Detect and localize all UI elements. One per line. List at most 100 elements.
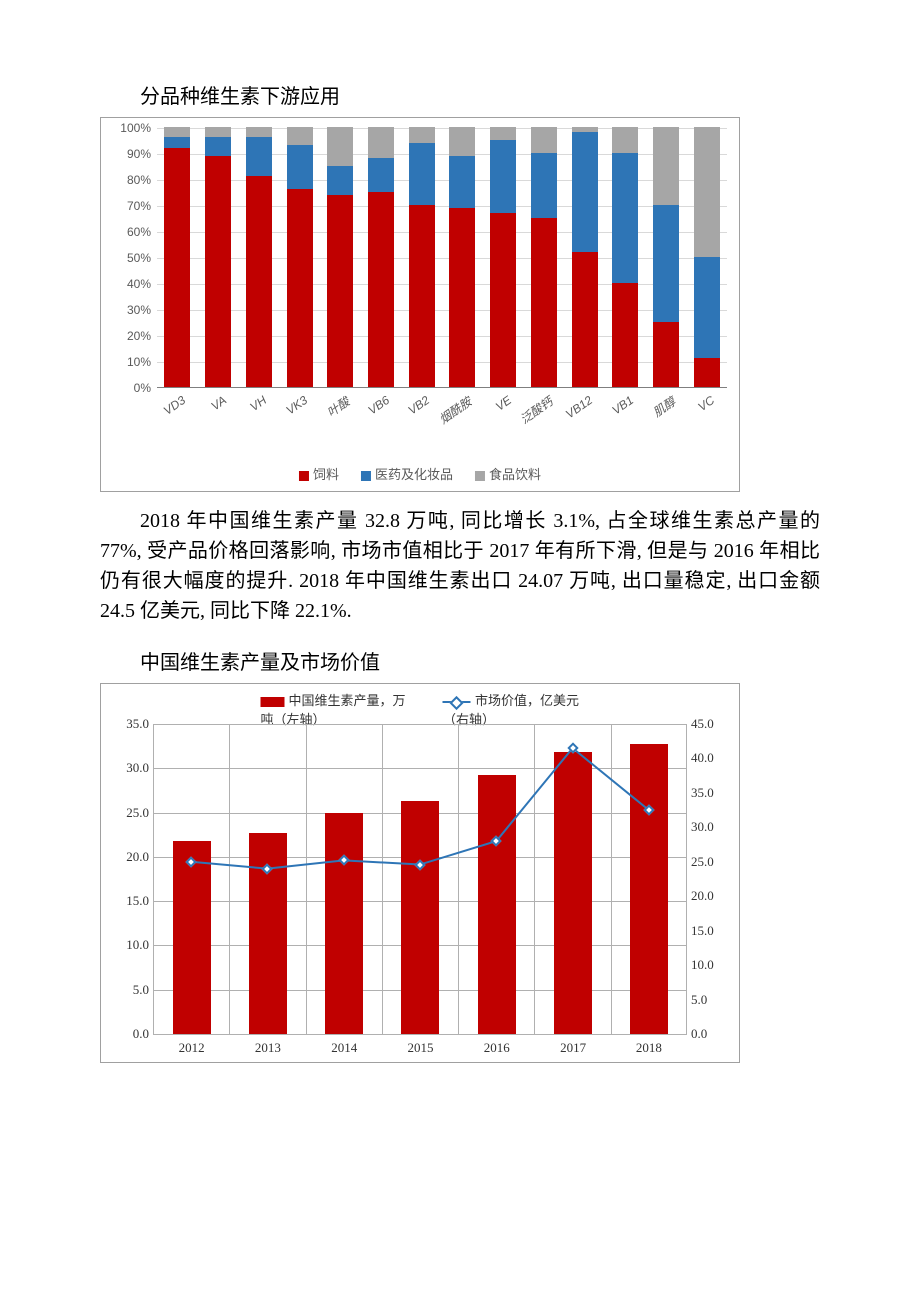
chart1-legend: 饲料医药及化妆品食品饮料 <box>299 464 541 483</box>
chart1-bar-segment <box>205 137 231 155</box>
legend-swatch <box>475 471 485 481</box>
chart1-legend-item: 医药及化妆品 <box>361 464 453 483</box>
chart2-y-label-right: 35.0 <box>691 785 733 801</box>
chart1-bar <box>490 127 516 387</box>
chart1-bar-segment <box>368 158 394 192</box>
chart2-y-label-right: 45.0 <box>691 716 733 732</box>
chart1-x-label: VB2 <box>406 393 433 417</box>
chart1-x-label: VB6 <box>365 393 392 417</box>
chart1-y-label: 90% <box>111 147 151 161</box>
chart1-bar-segment <box>205 156 231 387</box>
chart2-plot: 0.05.010.015.020.025.030.035.00.05.010.0… <box>153 724 687 1034</box>
chart1-legend-item: 饲料 <box>299 464 339 483</box>
chart2-legend-item-bar: 中国维生素产量，万吨（左轴） <box>261 690 413 728</box>
legend-swatch <box>261 697 285 707</box>
chart1-bar <box>205 127 231 387</box>
legend-swatch <box>443 701 471 703</box>
chart2-y-label-right: 20.0 <box>691 888 733 904</box>
chart1-bar-segment <box>409 127 435 143</box>
chart1-gridline <box>157 336 727 337</box>
chart2-y-label-right: 0.0 <box>691 1026 733 1042</box>
chart1-bar-segment <box>164 148 190 387</box>
chart1-bar-segment <box>572 127 598 132</box>
chart2-legend-item-line: 市场价值，亿美元（右轴） <box>443 690 580 728</box>
chart1-x-label: VE <box>493 393 514 414</box>
chart1-bar-segment <box>490 127 516 140</box>
chart1-y-label: 80% <box>111 173 151 187</box>
chart2-y-label-left: 20.0 <box>107 849 149 865</box>
chart2-line-series <box>153 724 687 1034</box>
chart1-y-label: 60% <box>111 225 151 239</box>
chart2-y-label-left: 35.0 <box>107 716 149 732</box>
chart1-y-label: 0% <box>111 381 151 395</box>
chart1-bar-segment <box>246 137 272 176</box>
chart1-bar-segment <box>409 205 435 387</box>
body-paragraph-1: 2018 年中国维生素产量 32.8 万吨, 同比增长 3.1%, 占全球维生素… <box>100 506 820 626</box>
chart1-bar-segment <box>246 127 272 137</box>
chart1-x-label: VD3 <box>161 393 188 418</box>
chart1-y-label: 10% <box>111 355 151 369</box>
chart1-bar <box>368 127 394 387</box>
chart1-bar-segment <box>490 213 516 387</box>
chart1-x-label: VH <box>248 393 270 414</box>
chart1-gridline <box>157 310 727 311</box>
chart2-y-label-right: 30.0 <box>691 819 733 835</box>
chart2-y-label-left: 0.0 <box>107 1026 149 1042</box>
chart1-bar-segment <box>246 176 272 387</box>
chart1-bar-segment <box>612 153 638 283</box>
legend-swatch <box>361 471 371 481</box>
chart1-bar <box>246 127 272 387</box>
chart1-bar <box>287 127 313 387</box>
chart2-y-label-right: 40.0 <box>691 750 733 766</box>
chart1-y-label: 50% <box>111 251 151 265</box>
chart1-bar-segment <box>164 127 190 137</box>
chart1-y-label: 40% <box>111 277 151 291</box>
chart1-bar-segment <box>449 208 475 387</box>
chart1-bar-segment <box>327 127 353 166</box>
chart1-plot: 0%10%20%30%40%50%60%70%80%90%100%VD3VAVH… <box>157 128 727 388</box>
chart2-y-label-left: 15.0 <box>107 893 149 909</box>
chart1-bar-segment <box>327 166 353 195</box>
chart1-bar <box>449 127 475 387</box>
chart1-y-label: 30% <box>111 303 151 317</box>
chart1-gridline <box>157 362 727 363</box>
legend-swatch <box>299 471 309 481</box>
chart1-gridline <box>157 128 727 129</box>
chart1-x-label: VK3 <box>284 393 311 417</box>
chart1-bar-segment <box>287 145 313 189</box>
chart1-bar-segment <box>205 127 231 137</box>
chart2-y-label-left: 10.0 <box>107 937 149 953</box>
chart1-x-label: 泛酸钙 <box>517 393 556 428</box>
chart1-bar-segment <box>531 218 557 387</box>
chart1-y-label: 20% <box>111 329 151 343</box>
chart1-bar-segment <box>572 132 598 252</box>
chart1-x-label: 叶酸 <box>323 393 352 421</box>
chart1-bar-segment <box>653 127 679 205</box>
chart2-title: 中国维生素产量及市场价值 <box>140 646 820 675</box>
chart1-gridline <box>157 258 727 259</box>
chart2-x-label: 2012 <box>179 1040 205 1056</box>
chart1-y-label: 100% <box>111 121 151 135</box>
chart1-bar-segment <box>368 192 394 387</box>
chart2-x-label: 2017 <box>560 1040 586 1056</box>
chart1-bar <box>612 127 638 387</box>
chart1-bar-segment <box>287 127 313 145</box>
chart2-y-label-left: 5.0 <box>107 982 149 998</box>
chart1-bar-segment <box>449 156 475 208</box>
chart1-gridline <box>157 206 727 207</box>
chart1-container: 0%10%20%30%40%50%60%70%80%90%100%VD3VAVH… <box>100 117 740 492</box>
chart1-gridline <box>157 284 727 285</box>
chart2-x-label: 2013 <box>255 1040 281 1056</box>
chart1-bar-segment <box>694 257 720 358</box>
chart1-x-label: VC <box>696 393 718 414</box>
chart1-bar-segment <box>409 143 435 205</box>
chart2-y-label-left: 25.0 <box>107 805 149 821</box>
chart1-bar-segment <box>653 322 679 387</box>
chart2-y-label-right: 15.0 <box>691 923 733 939</box>
chart1-gridline <box>157 180 727 181</box>
chart1-bar-segment <box>572 252 598 387</box>
chart2-x-label: 2018 <box>636 1040 662 1056</box>
chart2-y-label-right: 10.0 <box>691 957 733 973</box>
chart1-title: 分品种维生素下游应用 <box>140 80 820 109</box>
chart1-bar-segment <box>368 127 394 158</box>
